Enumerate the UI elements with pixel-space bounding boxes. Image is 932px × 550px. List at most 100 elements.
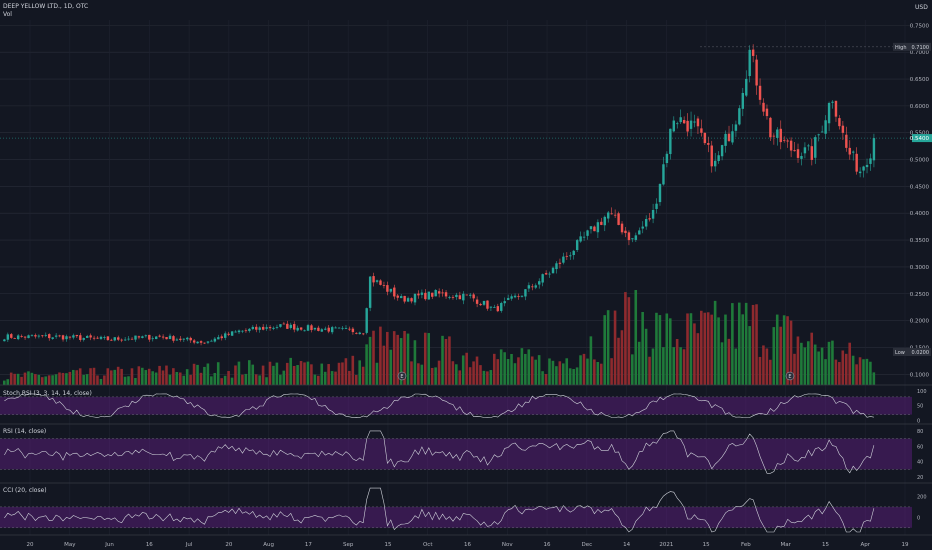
candle-body [665, 153, 669, 164]
volume-bar [44, 376, 47, 385]
volume-bar [789, 320, 793, 385]
volume-bar [769, 359, 772, 385]
time-tick-label: 15 [703, 542, 710, 548]
candle-body [648, 218, 651, 220]
volume-bar [92, 367, 96, 385]
candle-body [831, 101, 834, 103]
volume-bar [175, 371, 179, 385]
last-price-label: 0.5400 [910, 136, 930, 142]
candle-body [417, 293, 420, 296]
candle-body [313, 327, 317, 330]
candle-body [58, 335, 61, 337]
candle-body [123, 339, 127, 341]
volume-bar [582, 353, 586, 385]
time-tick-label: 14 [623, 542, 630, 548]
candle-body [755, 59, 758, 86]
volume-bar [689, 313, 693, 385]
candle-body [444, 292, 448, 297]
volume-bar [106, 368, 110, 385]
volume-bar [210, 376, 213, 385]
volume-bar [472, 361, 475, 385]
candle-body [224, 333, 227, 338]
volume-bar [796, 336, 800, 385]
candle-body [700, 128, 703, 133]
candle-body [92, 337, 96, 339]
volume-bar [793, 353, 796, 385]
volume-bar [406, 333, 410, 385]
candle-body [165, 337, 168, 340]
volume-bar [68, 371, 72, 385]
volume-bar [61, 372, 65, 385]
volume-bar [506, 358, 510, 385]
volume-bar [109, 370, 113, 385]
low-value: 0.0200 [912, 350, 930, 356]
low-box [893, 348, 931, 356]
candle-body [334, 327, 337, 329]
time-tick-label: 16 [544, 542, 551, 548]
candle-body [427, 291, 431, 300]
candle-body [175, 339, 179, 341]
candle-body [6, 334, 10, 340]
candle-body [431, 292, 434, 297]
volume-bar [13, 373, 16, 385]
candle-body [89, 335, 92, 338]
candle-body [758, 85, 762, 100]
candle-body [558, 262, 562, 264]
volume-bar [279, 374, 282, 385]
volume-bar [127, 376, 130, 385]
volume-bar [648, 356, 651, 385]
volume-bar [834, 359, 838, 385]
volume-bar [486, 371, 489, 385]
candle-body [686, 120, 689, 132]
volume-bar [579, 355, 582, 385]
candle-body [814, 137, 817, 158]
volume-bar [47, 375, 51, 385]
candle-body [241, 330, 244, 332]
candle-body [710, 145, 713, 167]
candle-body [144, 335, 148, 337]
volume-bar [327, 364, 330, 385]
candle-body [772, 135, 776, 137]
volume-bar [399, 338, 403, 385]
price-tick-label: 0.7500 [910, 23, 930, 29]
candle-body [106, 336, 110, 341]
candle-body [341, 327, 344, 329]
candle-body [479, 303, 482, 306]
candle-body [489, 306, 493, 308]
volume-bar [530, 356, 534, 385]
candle-body [330, 327, 334, 333]
volume-bar [762, 345, 765, 385]
volume-bar [710, 314, 713, 385]
candle-body [255, 326, 258, 330]
volume-bar [520, 348, 524, 385]
candle-body [800, 155, 803, 159]
volume-bar [185, 369, 189, 385]
candle-body [82, 338, 85, 340]
volume-label: Vol [3, 11, 12, 18]
volume-bar [551, 360, 555, 385]
volume-bar [696, 333, 700, 385]
candle-body [538, 281, 541, 285]
candle-body [458, 295, 462, 300]
volume-bar [548, 358, 551, 385]
volume-bar [372, 330, 375, 385]
candle-body [230, 331, 234, 336]
volume-bar [203, 366, 206, 385]
volume-bar [686, 313, 689, 385]
volume-bar [261, 365, 265, 385]
candle-body [745, 78, 748, 96]
price-tick-label: 0.2000 [910, 319, 930, 325]
candle-body [655, 203, 658, 209]
candle-body [513, 295, 517, 298]
volume-bar [624, 292, 627, 385]
volume-bar [524, 353, 527, 385]
candle-body [265, 327, 268, 329]
volume-bar [178, 372, 182, 385]
candle-body [324, 328, 327, 330]
candle-body [310, 325, 313, 331]
candle-body [244, 330, 248, 332]
time-tick-label: May [64, 542, 76, 548]
candle-body [510, 296, 513, 299]
